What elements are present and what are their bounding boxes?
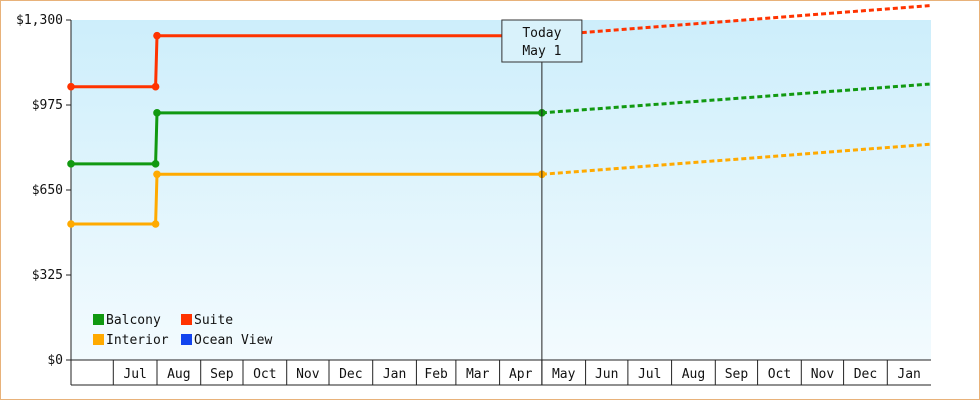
y-tick-label: $1,300 <box>16 13 63 28</box>
legend-label: Suite <box>194 313 233 328</box>
y-tick-label: $0 <box>47 353 63 368</box>
legend-swatch <box>93 334 104 345</box>
plot-background <box>71 20 931 360</box>
series-point <box>151 160 160 168</box>
x-tick-label: Jul <box>638 367 661 382</box>
series-forecast-line <box>541 142 930 176</box>
x-tick-label: Jun <box>595 367 618 382</box>
series-point <box>153 31 161 40</box>
series-point <box>67 220 75 228</box>
x-tick-label: Aug <box>167 367 190 382</box>
x-tick-label: Jan <box>897 367 920 382</box>
today-label: Today <box>522 26 561 41</box>
series-point <box>153 109 161 117</box>
x-tick-label: Mar <box>466 367 490 382</box>
x-tick-label: Aug <box>682 367 705 382</box>
axes: $0 $325 $650 $975 $1,300 Jul Aug Sep Oct Nov Dec Ja… <box>16 13 931 386</box>
today-box <box>501 19 583 63</box>
legend: Balcony Suite Interior Ocean View <box>93 313 272 348</box>
legend-swatch <box>93 314 104 325</box>
x-tick-label: Jan <box>383 367 406 382</box>
series-point <box>67 82 75 91</box>
x-tick-label: Nov <box>811 367 835 382</box>
x-tick-label: Sep <box>210 367 234 382</box>
x-tick-label: Jul <box>123 367 146 382</box>
x-tick-label: Feb <box>424 367 448 382</box>
today-date-label: May 1 <box>522 44 561 59</box>
series-line <box>71 172 542 226</box>
series-point <box>67 160 75 168</box>
series-point <box>151 220 160 228</box>
legend-label: Balcony <box>106 313 161 328</box>
today-marker: Today May 1 <box>501 19 583 385</box>
series-point <box>151 82 160 91</box>
x-tick-label: Sep <box>725 367 749 382</box>
x-tick-label: Dec <box>854 367 877 382</box>
x-tick-label: Oct <box>253 367 276 382</box>
y-tick-label: $650 <box>32 183 63 198</box>
series-forecast-line <box>541 4 930 38</box>
x-tick-label: Apr <box>509 367 533 382</box>
y-tick-label: $325 <box>32 268 63 283</box>
legend-label: Interior <box>106 333 169 348</box>
series-forecast-line <box>541 82 930 115</box>
series-point <box>153 170 161 179</box>
legend-swatch <box>181 334 192 345</box>
series-line <box>71 34 542 89</box>
x-tick-label: May <box>552 367 576 382</box>
y-tick-label: $975 <box>32 98 63 113</box>
x-tick-label: Nov <box>296 367 320 382</box>
series-line <box>71 111 542 166</box>
x-tick-label: Dec <box>339 367 362 382</box>
legend-swatch <box>181 314 192 325</box>
legend-label: Ocean View <box>194 333 272 348</box>
x-tick-label: Oct <box>768 367 791 382</box>
series-layer <box>67 4 930 228</box>
